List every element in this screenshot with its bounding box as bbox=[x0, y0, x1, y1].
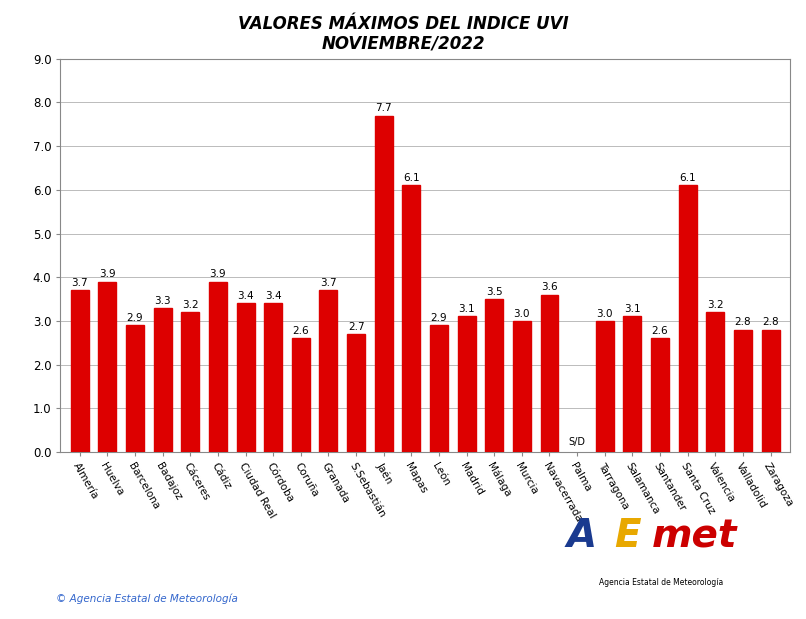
Text: 3.5: 3.5 bbox=[486, 287, 503, 297]
Bar bbox=[375, 116, 393, 452]
Text: 3.0: 3.0 bbox=[513, 309, 530, 319]
Bar bbox=[541, 295, 559, 452]
Text: 2.6: 2.6 bbox=[652, 326, 668, 336]
Bar bbox=[762, 329, 779, 452]
Bar bbox=[71, 290, 89, 452]
Text: 3.1: 3.1 bbox=[459, 305, 475, 314]
Bar bbox=[706, 312, 725, 452]
Text: 2.8: 2.8 bbox=[762, 318, 779, 327]
Text: 3.9: 3.9 bbox=[99, 269, 116, 279]
Text: 3.2: 3.2 bbox=[182, 300, 198, 310]
Text: E: E bbox=[614, 517, 640, 555]
Text: met: met bbox=[652, 517, 737, 555]
Text: NOVIEMBRE/2022: NOVIEMBRE/2022 bbox=[321, 34, 485, 52]
Text: 3.9: 3.9 bbox=[210, 269, 226, 279]
Text: Agencia Estatal de Meteorología: Agencia Estatal de Meteorología bbox=[599, 578, 723, 587]
Text: A: A bbox=[567, 517, 597, 555]
Bar bbox=[237, 303, 255, 452]
Bar bbox=[319, 290, 338, 452]
Bar bbox=[679, 186, 696, 452]
Text: 3.7: 3.7 bbox=[320, 278, 337, 288]
Bar bbox=[734, 329, 752, 452]
Text: 3.1: 3.1 bbox=[624, 305, 641, 314]
Text: 2.7: 2.7 bbox=[347, 322, 364, 332]
Text: 7.7: 7.7 bbox=[376, 103, 392, 113]
Bar bbox=[181, 312, 199, 452]
Bar bbox=[430, 325, 448, 452]
Bar bbox=[513, 321, 531, 452]
Text: 3.2: 3.2 bbox=[707, 300, 724, 310]
Bar bbox=[209, 282, 227, 452]
Text: 3.6: 3.6 bbox=[541, 282, 558, 292]
Bar bbox=[98, 282, 116, 452]
Text: S/D: S/D bbox=[568, 436, 586, 447]
Text: 3.4: 3.4 bbox=[237, 291, 254, 301]
Bar bbox=[623, 316, 642, 452]
Text: 2.9: 2.9 bbox=[430, 313, 447, 323]
Bar bbox=[402, 186, 421, 452]
Bar bbox=[485, 299, 503, 452]
Bar bbox=[126, 325, 144, 452]
Text: 3.4: 3.4 bbox=[265, 291, 281, 301]
Text: 2.6: 2.6 bbox=[293, 326, 310, 336]
Text: 2.8: 2.8 bbox=[734, 318, 751, 327]
Bar bbox=[154, 308, 172, 452]
Bar bbox=[651, 339, 669, 452]
Text: 6.1: 6.1 bbox=[679, 173, 696, 183]
Text: 3.7: 3.7 bbox=[72, 278, 88, 288]
Bar bbox=[264, 303, 282, 452]
Text: 3.3: 3.3 bbox=[155, 295, 171, 306]
Text: 3.0: 3.0 bbox=[596, 309, 613, 319]
Text: 6.1: 6.1 bbox=[403, 173, 420, 183]
Text: © Agencia Estatal de Meteorología: © Agencia Estatal de Meteorología bbox=[56, 593, 239, 604]
Bar bbox=[458, 316, 476, 452]
Bar bbox=[292, 339, 310, 452]
Bar bbox=[347, 334, 365, 452]
Bar bbox=[596, 321, 613, 452]
Text: VALORES MÁXIMOS DEL INDICE UVI: VALORES MÁXIMOS DEL INDICE UVI bbox=[238, 15, 568, 33]
Text: 2.9: 2.9 bbox=[127, 313, 143, 323]
